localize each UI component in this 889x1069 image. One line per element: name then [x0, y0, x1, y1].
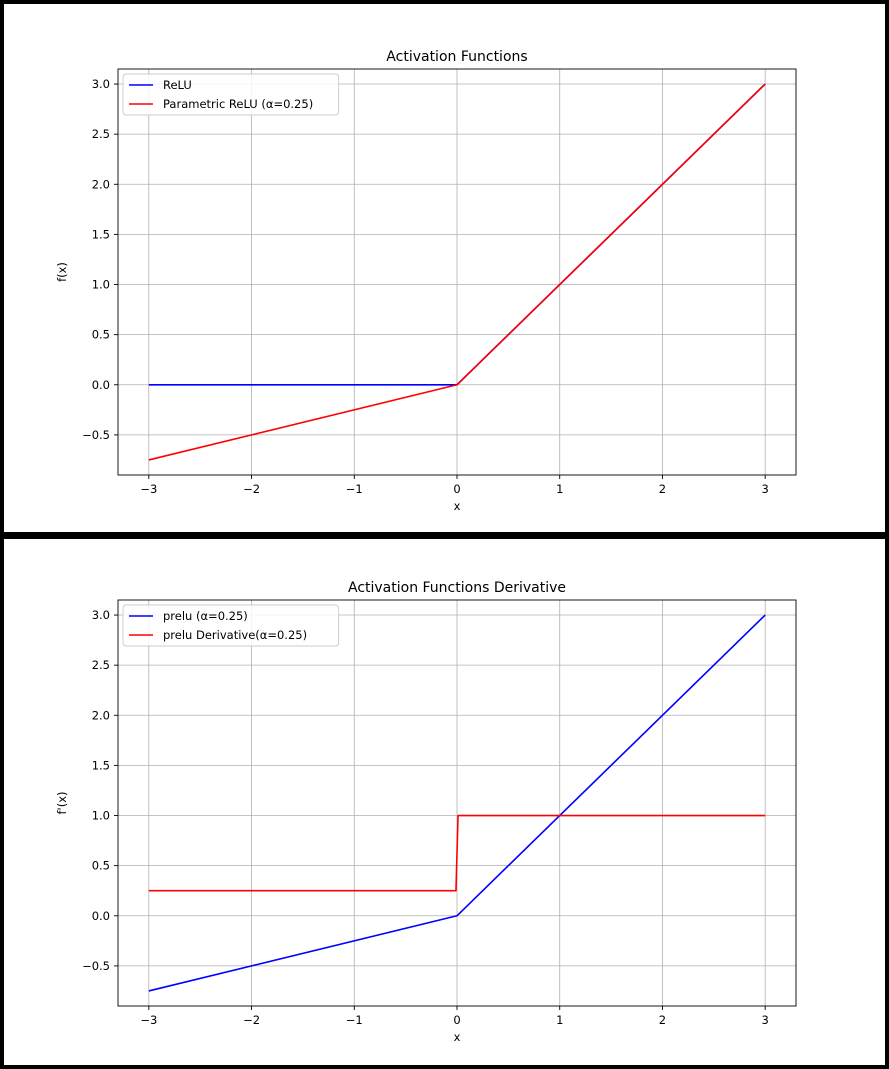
legend-label-2: prelu Derivative(α=0.25): [163, 628, 307, 642]
legend-label-2: Parametric ReLU (α=0.25): [163, 97, 313, 111]
x-tick-label: −1: [346, 1013, 363, 1027]
y-tick-label: −0.5: [82, 428, 110, 442]
legend: ReLU Parametric ReLU (α=0.25): [122, 73, 340, 116]
legend-label-1: prelu (α=0.25): [163, 609, 248, 623]
series-line-1: [148, 614, 766, 992]
y-tick-label: 1.5: [92, 758, 110, 772]
chart-activation-functions: Activation Functions −3 −2 −1 0 1 2 3 −0.5 0.0 0.5…: [55, 49, 797, 513]
series-line-2: [148, 83, 766, 461]
y-tick-label: −0.5: [82, 959, 110, 973]
x-tick-label: 0: [453, 482, 460, 496]
y-tick-label: 1.5: [92, 227, 110, 241]
y-tick-label: 2.0: [92, 177, 110, 191]
x-tick-label: −2: [243, 1013, 260, 1027]
y-tick-label: 3.0: [92, 77, 110, 91]
chart-activation-derivative: Activation Functions Derivative −3 −2 −1 0 1 2…: [55, 580, 797, 1044]
x-tick-label: 1: [556, 482, 563, 496]
x-tick-label: 3: [762, 1013, 769, 1027]
x-tick-label: 0: [453, 1013, 460, 1027]
x-tick-label: 2: [659, 482, 666, 496]
chart-title: Activation Functions Derivative: [348, 580, 566, 596]
y-tick-label: 2.0: [92, 708, 110, 722]
y-tick-label: 2.5: [92, 127, 110, 141]
y-tick-label: 0.5: [92, 859, 110, 873]
y-tick-label: 1.0: [92, 278, 110, 292]
y-axis-label: f'(x): [55, 792, 69, 815]
series-line-2: [148, 814, 766, 892]
x-tick-label: 1: [556, 1013, 563, 1027]
x-tick-label: 3: [762, 482, 769, 496]
x-tick-label: −3: [140, 482, 157, 496]
y-tick-label: 1.0: [92, 809, 110, 823]
y-tick-label: 0.5: [92, 328, 110, 342]
x-axis-label: x: [454, 499, 461, 513]
chart-panel-activation-functions: Activation Functions −3 −2 −1 0 1 2 3 −0.5 0.0 0.5…: [0, 0, 889, 536]
y-tick-label: 0.0: [92, 378, 110, 392]
x-tick-label: −2: [243, 482, 260, 496]
legend-box: [122, 73, 340, 116]
y-tick-label: 0.0: [92, 909, 110, 923]
chart-panel-activation-derivative: Activation Functions Derivative −3 −2 −1 0 1 2…: [0, 535, 889, 1069]
legend: prelu (α=0.25) prelu Derivative(α=0.25): [122, 604, 340, 647]
x-tick-label: 2: [659, 1013, 666, 1027]
x-tick-label: −3: [140, 1013, 157, 1027]
chart-title: Activation Functions: [386, 49, 527, 65]
legend-label-1: ReLU: [163, 78, 192, 92]
y-axis-label: f(x): [55, 262, 69, 282]
x-axis-label: x: [454, 1030, 461, 1044]
legend-box: [122, 604, 340, 647]
y-tick-label: 3.0: [92, 608, 110, 622]
y-tick-label: 2.5: [92, 658, 110, 672]
x-tick-label: −1: [346, 482, 363, 496]
